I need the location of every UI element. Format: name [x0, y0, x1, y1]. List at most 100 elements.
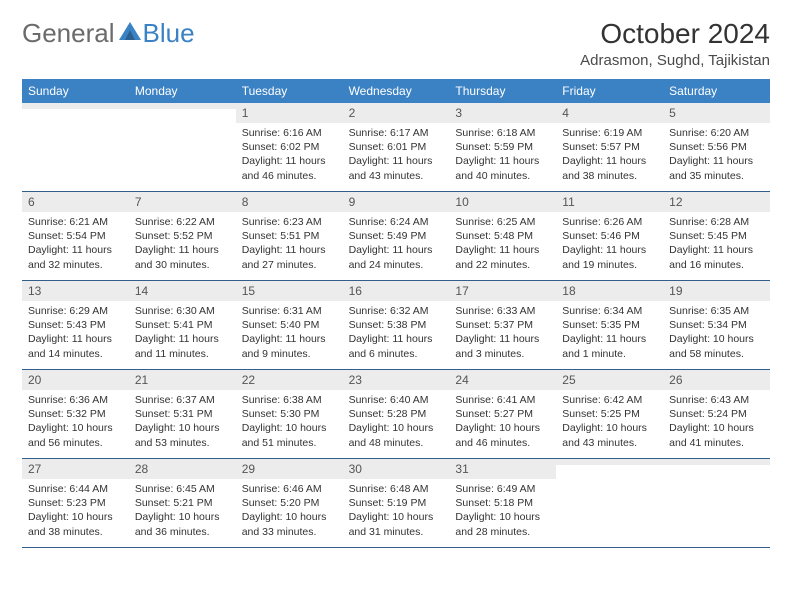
- day-number: 10: [449, 192, 556, 212]
- day-number: 28: [129, 459, 236, 479]
- sunset-text: Sunset: 5:31 PM: [135, 407, 230, 421]
- day-number-row: 27: [22, 459, 129, 479]
- sunset-text: Sunset: 5:19 PM: [349, 496, 444, 510]
- sunrise-text: Sunrise: 6:35 AM: [669, 304, 764, 318]
- sunset-text: Sunset: 5:59 PM: [455, 140, 550, 154]
- calendar-day-cell: 21Sunrise: 6:37 AMSunset: 5:31 PMDayligh…: [129, 370, 236, 458]
- daylight-text: Daylight: 10 hours and 43 minutes.: [562, 421, 657, 449]
- sunset-text: Sunset: 5:45 PM: [669, 229, 764, 243]
- daylight-text: Daylight: 10 hours and 53 minutes.: [135, 421, 230, 449]
- daylight-text: Daylight: 11 hours and 1 minute.: [562, 332, 657, 360]
- daylight-text: Daylight: 11 hours and 6 minutes.: [349, 332, 444, 360]
- day-number: 27: [22, 459, 129, 479]
- calendar-day-cell: 22Sunrise: 6:38 AMSunset: 5:30 PMDayligh…: [236, 370, 343, 458]
- daylight-text: Daylight: 11 hours and 11 minutes.: [135, 332, 230, 360]
- day-number: 26: [663, 370, 770, 390]
- day-body: Sunrise: 6:17 AMSunset: 6:01 PMDaylight:…: [343, 123, 450, 189]
- sunrise-text: Sunrise: 6:49 AM: [455, 482, 550, 496]
- sunset-text: Sunset: 5:56 PM: [669, 140, 764, 154]
- calendar-day-cell: 4Sunrise: 6:19 AMSunset: 5:57 PMDaylight…: [556, 103, 663, 191]
- calendar-day-cell: 13Sunrise: 6:29 AMSunset: 5:43 PMDayligh…: [22, 281, 129, 369]
- day-number-row: 14: [129, 281, 236, 301]
- day-body: Sunrise: 6:48 AMSunset: 5:19 PMDaylight:…: [343, 479, 450, 545]
- daylight-text: Daylight: 10 hours and 33 minutes.: [242, 510, 337, 538]
- day-number: 14: [129, 281, 236, 301]
- day-body: Sunrise: 6:31 AMSunset: 5:40 PMDaylight:…: [236, 301, 343, 367]
- sunrise-text: Sunrise: 6:22 AM: [135, 215, 230, 229]
- weekday-header: Saturday: [663, 79, 770, 103]
- daylight-text: Daylight: 10 hours and 58 minutes.: [669, 332, 764, 360]
- day-number: 17: [449, 281, 556, 301]
- day-number: 25: [556, 370, 663, 390]
- day-number-row: 4: [556, 103, 663, 123]
- calendar-day-cell: 16Sunrise: 6:32 AMSunset: 5:38 PMDayligh…: [343, 281, 450, 369]
- logo: General Blue: [22, 18, 195, 49]
- day-body: Sunrise: 6:32 AMSunset: 5:38 PMDaylight:…: [343, 301, 450, 367]
- sunrise-text: Sunrise: 6:41 AM: [455, 393, 550, 407]
- sunrise-text: Sunrise: 6:30 AM: [135, 304, 230, 318]
- calendar-day-cell: 19Sunrise: 6:35 AMSunset: 5:34 PMDayligh…: [663, 281, 770, 369]
- sunrise-text: Sunrise: 6:38 AM: [242, 393, 337, 407]
- sunrise-text: Sunrise: 6:20 AM: [669, 126, 764, 140]
- day-number: 8: [236, 192, 343, 212]
- weekday-header: Thursday: [449, 79, 556, 103]
- day-number-row: 13: [22, 281, 129, 301]
- day-number-row: 6: [22, 192, 129, 212]
- sunrise-text: Sunrise: 6:48 AM: [349, 482, 444, 496]
- sunset-text: Sunset: 5:35 PM: [562, 318, 657, 332]
- title-block: October 2024 Adrasmon, Sughd, Tajikistan: [580, 18, 770, 69]
- day-number-row: 9: [343, 192, 450, 212]
- day-body: Sunrise: 6:18 AMSunset: 5:59 PMDaylight:…: [449, 123, 556, 189]
- sunset-text: Sunset: 5:30 PM: [242, 407, 337, 421]
- day-number-row: 28: [129, 459, 236, 479]
- daylight-text: Daylight: 11 hours and 16 minutes.: [669, 243, 764, 271]
- sunset-text: Sunset: 5:18 PM: [455, 496, 550, 510]
- day-number: 16: [343, 281, 450, 301]
- sunset-text: Sunset: 5:37 PM: [455, 318, 550, 332]
- weekday-header: Monday: [129, 79, 236, 103]
- day-body: Sunrise: 6:16 AMSunset: 6:02 PMDaylight:…: [236, 123, 343, 189]
- day-number: 1: [236, 103, 343, 123]
- calendar-day-cell: 23Sunrise: 6:40 AMSunset: 5:28 PMDayligh…: [343, 370, 450, 458]
- day-number-row: 8: [236, 192, 343, 212]
- sunset-text: Sunset: 5:40 PM: [242, 318, 337, 332]
- calendar-day-cell: 10Sunrise: 6:25 AMSunset: 5:48 PMDayligh…: [449, 192, 556, 280]
- day-number-row: 23: [343, 370, 450, 390]
- logo-text-blue: Blue: [143, 18, 195, 49]
- day-number-row: 17: [449, 281, 556, 301]
- sunset-text: Sunset: 5:38 PM: [349, 318, 444, 332]
- calendar-week-row: 1Sunrise: 6:16 AMSunset: 6:02 PMDaylight…: [22, 103, 770, 192]
- calendar-day-cell: [556, 459, 663, 547]
- day-body: [556, 465, 663, 474]
- daylight-text: Daylight: 10 hours and 28 minutes.: [455, 510, 550, 538]
- day-number-row: 25: [556, 370, 663, 390]
- day-number: 19: [663, 281, 770, 301]
- sunset-text: Sunset: 5:49 PM: [349, 229, 444, 243]
- logo-text-general: General: [22, 18, 115, 49]
- sunset-text: Sunset: 5:23 PM: [28, 496, 123, 510]
- sunrise-text: Sunrise: 6:40 AM: [349, 393, 444, 407]
- day-body: Sunrise: 6:23 AMSunset: 5:51 PMDaylight:…: [236, 212, 343, 278]
- daylight-text: Daylight: 11 hours and 43 minutes.: [349, 154, 444, 182]
- daylight-text: Daylight: 11 hours and 22 minutes.: [455, 243, 550, 271]
- sunset-text: Sunset: 5:28 PM: [349, 407, 444, 421]
- day-body: Sunrise: 6:38 AMSunset: 5:30 PMDaylight:…: [236, 390, 343, 456]
- day-number-row: 12: [663, 192, 770, 212]
- calendar-day-cell: [663, 459, 770, 547]
- daylight-text: Daylight: 11 hours and 35 minutes.: [669, 154, 764, 182]
- day-number: 31: [449, 459, 556, 479]
- calendar-day-cell: 14Sunrise: 6:30 AMSunset: 5:41 PMDayligh…: [129, 281, 236, 369]
- day-number-row: 11: [556, 192, 663, 212]
- weekday-header: Friday: [556, 79, 663, 103]
- day-number: 30: [343, 459, 450, 479]
- day-number-row: 15: [236, 281, 343, 301]
- day-number: 12: [663, 192, 770, 212]
- day-body: Sunrise: 6:34 AMSunset: 5:35 PMDaylight:…: [556, 301, 663, 367]
- calendar-week-row: 13Sunrise: 6:29 AMSunset: 5:43 PMDayligh…: [22, 281, 770, 370]
- day-number-row: 10: [449, 192, 556, 212]
- sunset-text: Sunset: 6:02 PM: [242, 140, 337, 154]
- calendar-day-cell: 9Sunrise: 6:24 AMSunset: 5:49 PMDaylight…: [343, 192, 450, 280]
- sunset-text: Sunset: 5:32 PM: [28, 407, 123, 421]
- sunset-text: Sunset: 5:46 PM: [562, 229, 657, 243]
- sunset-text: Sunset: 5:25 PM: [562, 407, 657, 421]
